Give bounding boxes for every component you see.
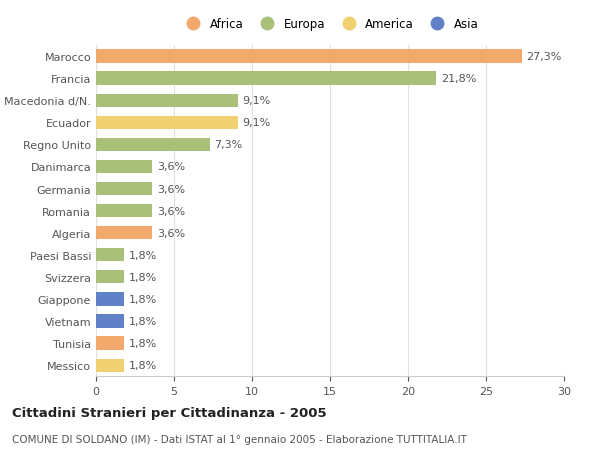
Text: 1,8%: 1,8% bbox=[129, 294, 157, 304]
Text: 21,8%: 21,8% bbox=[441, 74, 476, 84]
Text: 1,8%: 1,8% bbox=[129, 316, 157, 326]
Text: 9,1%: 9,1% bbox=[242, 118, 271, 128]
Legend: Africa, Europa, America, Asia: Africa, Europa, America, Asia bbox=[179, 16, 481, 34]
Bar bbox=[96, 227, 152, 240]
Text: 3,6%: 3,6% bbox=[157, 206, 185, 216]
Text: 7,3%: 7,3% bbox=[215, 140, 243, 150]
Bar bbox=[96, 337, 124, 350]
Bar bbox=[96, 249, 124, 262]
Bar bbox=[96, 359, 124, 372]
Text: 1,8%: 1,8% bbox=[129, 272, 157, 282]
Text: 3,6%: 3,6% bbox=[157, 184, 185, 194]
Bar bbox=[96, 271, 124, 284]
Text: 1,8%: 1,8% bbox=[129, 338, 157, 348]
Bar bbox=[96, 315, 124, 328]
Text: 1,8%: 1,8% bbox=[129, 250, 157, 260]
Text: 27,3%: 27,3% bbox=[527, 52, 562, 62]
Bar bbox=[96, 95, 238, 107]
Bar bbox=[96, 183, 152, 196]
Bar bbox=[96, 73, 436, 85]
Bar bbox=[96, 161, 152, 174]
Bar bbox=[96, 293, 124, 306]
Text: Cittadini Stranieri per Cittadinanza - 2005: Cittadini Stranieri per Cittadinanza - 2… bbox=[12, 406, 326, 419]
Bar bbox=[96, 117, 238, 129]
Bar bbox=[96, 139, 210, 151]
Text: 3,6%: 3,6% bbox=[157, 228, 185, 238]
Text: 3,6%: 3,6% bbox=[157, 162, 185, 172]
Bar bbox=[96, 50, 522, 63]
Text: 1,8%: 1,8% bbox=[129, 360, 157, 370]
Text: 9,1%: 9,1% bbox=[242, 96, 271, 106]
Text: COMUNE DI SOLDANO (IM) - Dati ISTAT al 1° gennaio 2005 - Elaborazione TUTTITALIA: COMUNE DI SOLDANO (IM) - Dati ISTAT al 1… bbox=[12, 434, 467, 444]
Bar bbox=[96, 205, 152, 218]
